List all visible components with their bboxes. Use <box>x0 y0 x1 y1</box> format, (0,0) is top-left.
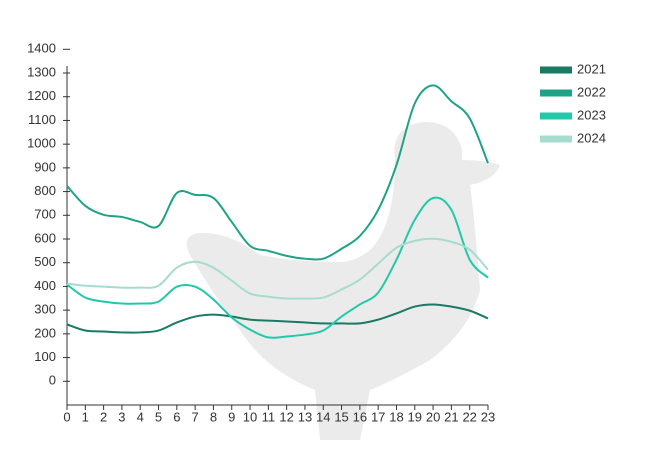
x-tick-label: 15 <box>334 409 348 424</box>
y-tick-label: 1200 <box>27 88 56 103</box>
x-tick-label: 0 <box>63 409 70 424</box>
y-tick-label: 0 <box>49 373 56 388</box>
x-tick-label: 23 <box>481 409 495 424</box>
series-line <box>66 196 489 339</box>
y-tick-label: 600 <box>34 230 56 245</box>
x-tick-label: 3 <box>118 409 125 424</box>
legend-swatch <box>540 66 572 74</box>
y-tick-label: 900 <box>34 159 56 174</box>
y-tick-label: 100 <box>34 349 56 364</box>
x-tick-label: 8 <box>210 409 217 424</box>
legend-label: 2024 <box>577 130 606 145</box>
y-tick-label: 1300 <box>27 64 56 79</box>
y-tick-label: 500 <box>34 254 56 269</box>
x-tick-label: 1 <box>82 409 89 424</box>
x-tick-label: 4 <box>137 409 144 424</box>
y-tick-label: 700 <box>34 207 56 222</box>
x-tick-label: 6 <box>173 409 180 424</box>
x-tick-label: 12 <box>279 409 293 424</box>
x-tick-label: 10 <box>243 409 257 424</box>
series-line <box>66 237 489 300</box>
x-tick-label: 17 <box>371 409 385 424</box>
legend-label: 2021 <box>577 61 606 76</box>
x-tick-label: 21 <box>444 409 458 424</box>
y-tick-label: 1400 <box>27 41 56 56</box>
x-tick-label: 13 <box>298 409 312 424</box>
x-tick-label: 11 <box>262 409 276 424</box>
background-duck <box>186 122 500 440</box>
legend-swatch <box>540 112 572 120</box>
x-tick-label: 22 <box>462 409 476 424</box>
legend-swatch <box>540 89 572 97</box>
x-tick-label: 9 <box>228 409 235 424</box>
series-line <box>66 84 489 261</box>
y-tick-label: 1000 <box>27 136 56 151</box>
x-tick-label: 5 <box>155 409 162 424</box>
y-tick-label: 400 <box>34 278 56 293</box>
x-tick-label: 18 <box>389 409 403 424</box>
x-tick-label: 19 <box>408 409 422 424</box>
series-line <box>66 303 489 334</box>
legend-label: 2023 <box>577 107 606 122</box>
x-tick-label: 7 <box>192 409 199 424</box>
x-tick-label: 16 <box>353 409 367 424</box>
x-tick-label: 14 <box>316 409 330 424</box>
x-tick-label: 20 <box>426 409 440 424</box>
x-tick-label: 2 <box>100 409 107 424</box>
legend-label: 2022 <box>577 84 606 99</box>
y-tick-label: 300 <box>34 302 56 317</box>
y-tick-label: 200 <box>34 325 56 340</box>
legend-swatch <box>540 135 572 143</box>
y-tick-label: 800 <box>34 183 56 198</box>
y-tick-label: 1100 <box>28 112 56 127</box>
